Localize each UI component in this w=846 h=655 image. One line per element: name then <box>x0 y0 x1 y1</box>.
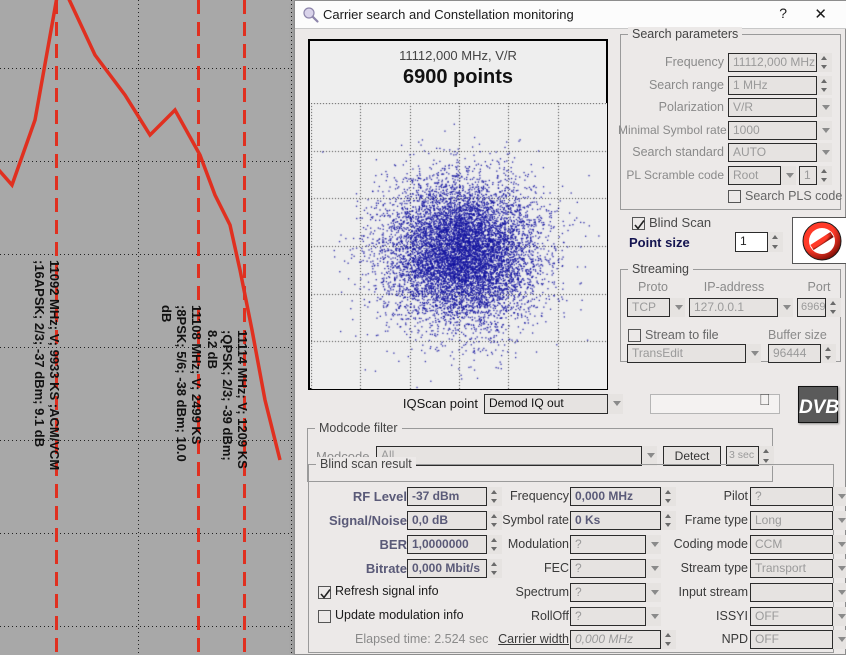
svg-text:DVB: DVB <box>799 397 839 418</box>
